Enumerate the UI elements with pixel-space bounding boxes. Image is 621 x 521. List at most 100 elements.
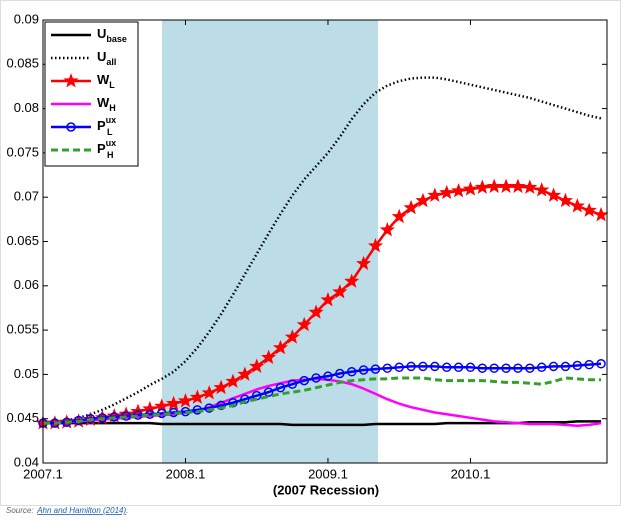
y-tick-label: 0.05 bbox=[14, 366, 39, 381]
circle-marker bbox=[335, 368, 345, 379]
y-tick-label: 0.065 bbox=[6, 233, 39, 248]
star-marker bbox=[213, 379, 229, 395]
y-tick-label: 0.09 bbox=[14, 11, 39, 26]
star-marker bbox=[427, 187, 443, 202]
star-marker bbox=[296, 316, 312, 332]
source-end: . bbox=[126, 506, 128, 515]
y-tick-label: 0.055 bbox=[6, 322, 39, 337]
circle-marker bbox=[418, 361, 428, 372]
y-tick-label: 0.07 bbox=[14, 189, 39, 204]
circle-marker bbox=[358, 365, 369, 375]
circle-marker bbox=[572, 360, 583, 371]
star-marker bbox=[534, 182, 550, 197]
star-marker bbox=[189, 389, 205, 404]
star-marker bbox=[462, 181, 478, 196]
star-marker bbox=[225, 373, 241, 388]
circle-marker bbox=[323, 371, 333, 381]
circle-marker bbox=[584, 359, 594, 370]
star-marker bbox=[201, 385, 217, 400]
legend-label: Pux L bbox=[97, 115, 116, 137]
y-tick-label: 0.045 bbox=[6, 410, 39, 425]
star-marker bbox=[261, 349, 277, 364]
star-marker bbox=[451, 183, 467, 198]
source-label: Source: bbox=[6, 506, 34, 515]
circle-marker bbox=[501, 363, 511, 373]
x-tick-label: 2007.1 bbox=[23, 466, 63, 481]
circle-marker bbox=[287, 379, 298, 389]
circle-marker bbox=[465, 362, 476, 373]
star-marker bbox=[308, 304, 324, 319]
circle-marker bbox=[536, 362, 547, 373]
legend-label: WL bbox=[97, 72, 115, 90]
circle-marker bbox=[275, 382, 286, 393]
circle-marker bbox=[370, 364, 381, 374]
source-link[interactable]: Ahn and Hamilton (2014) bbox=[36, 506, 126, 515]
star-marker bbox=[284, 329, 300, 344]
recession-shade bbox=[162, 20, 378, 463]
legend-box bbox=[44, 21, 139, 167]
circle-marker bbox=[489, 363, 499, 373]
star-marker bbox=[593, 206, 609, 222]
y-tick-label: 0.04 bbox=[14, 454, 39, 469]
star-marker bbox=[439, 184, 455, 200]
series-line bbox=[43, 376, 602, 425]
series-line bbox=[42, 76, 602, 425]
star-marker bbox=[63, 73, 79, 88]
star-marker bbox=[320, 292, 336, 307]
star-marker bbox=[367, 238, 384, 253]
star-marker bbox=[557, 192, 573, 208]
x-tick-label: 2008.1 bbox=[166, 466, 206, 481]
circle-marker bbox=[311, 373, 321, 383]
source: Source: Ahn and Hamilton (2014). bbox=[6, 502, 128, 517]
star-marker bbox=[498, 178, 514, 193]
circle-marker bbox=[299, 375, 309, 386]
star-marker bbox=[142, 401, 158, 416]
star-marker bbox=[486, 178, 502, 193]
circle-marker bbox=[346, 366, 357, 377]
x-tick-label: 2010.1 bbox=[451, 466, 491, 481]
circle-marker bbox=[406, 361, 416, 372]
circle-marker bbox=[382, 363, 393, 373]
star-marker bbox=[166, 395, 182, 411]
circle-marker bbox=[560, 361, 571, 372]
circle-marker bbox=[85, 413, 96, 424]
circle-marker bbox=[525, 363, 535, 373]
x-tick-label: 2009.1 bbox=[308, 466, 348, 481]
star-marker bbox=[569, 198, 585, 213]
star-marker bbox=[177, 393, 194, 408]
circle-marker bbox=[477, 363, 488, 373]
star-marker bbox=[344, 273, 360, 288]
star-marker bbox=[332, 284, 348, 299]
y-tick-label: 0.075 bbox=[6, 144, 39, 159]
star-marker bbox=[522, 179, 538, 194]
star-marker bbox=[510, 178, 526, 193]
circle-marker bbox=[513, 363, 523, 373]
circle-marker bbox=[596, 359, 606, 369]
circle-marker bbox=[441, 362, 452, 373]
star-marker bbox=[249, 358, 265, 373]
x-axis-label: (2007 Recession) bbox=[273, 482, 379, 497]
star-marker bbox=[403, 199, 419, 215]
star-marker bbox=[415, 192, 431, 208]
star-marker bbox=[474, 179, 490, 194]
legend-label: Pux H bbox=[97, 138, 116, 160]
circle-marker bbox=[394, 362, 404, 373]
star-marker bbox=[546, 187, 562, 202]
circle-marker bbox=[548, 361, 559, 372]
circle-marker bbox=[66, 122, 76, 132]
star-marker bbox=[272, 339, 289, 355]
star-marker bbox=[379, 222, 395, 237]
y-tick-label: 0.085 bbox=[6, 56, 39, 71]
legend-label: Ubase bbox=[97, 26, 127, 44]
star-marker bbox=[581, 202, 597, 217]
legend-label: WH bbox=[97, 95, 116, 113]
y-tick-label: 0.06 bbox=[14, 277, 39, 292]
star-marker bbox=[391, 208, 407, 224]
circle-marker bbox=[453, 362, 464, 373]
circle-marker bbox=[263, 387, 274, 397]
star-marker bbox=[237, 366, 253, 381]
legend-label: Uall bbox=[97, 49, 116, 67]
y-tick-label: 0.08 bbox=[14, 100, 39, 115]
